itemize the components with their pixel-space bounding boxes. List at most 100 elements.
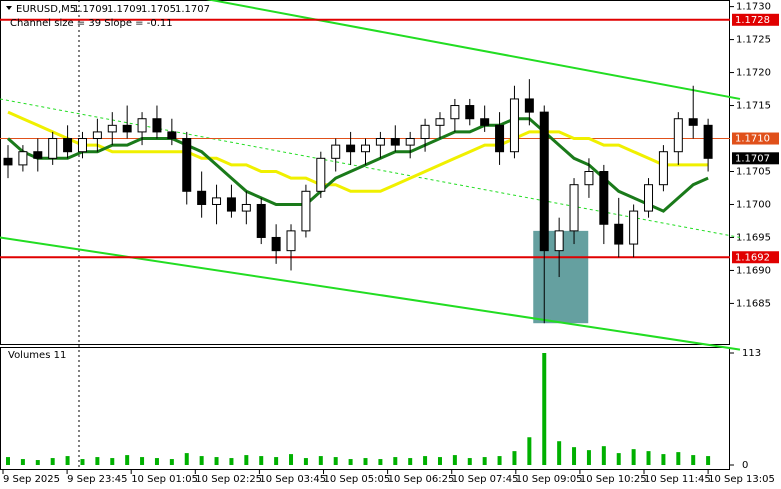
volume-bar <box>706 456 711 465</box>
candle-body <box>495 124 505 153</box>
volume-bar <box>393 457 398 465</box>
volume-bar <box>527 437 532 465</box>
menu-arrow <box>6 6 12 10</box>
header-value: 1.1705 <box>141 4 176 15</box>
volume-panel <box>0 347 730 470</box>
candle-body <box>137 118 147 133</box>
volume-bar <box>363 458 368 465</box>
candle-body <box>405 138 415 146</box>
trendline <box>205 0 741 100</box>
candle-body <box>77 138 87 153</box>
candle-body <box>539 111 549 252</box>
price-panel <box>0 0 730 345</box>
candle-body <box>301 190 311 232</box>
candle-body <box>524 98 534 113</box>
candle-body <box>346 144 356 153</box>
y-tick-label: 1.1690 <box>736 265 771 276</box>
volume-bar <box>616 453 621 465</box>
candle-body <box>450 105 460 120</box>
candle-body <box>599 171 609 225</box>
volume-bar <box>572 447 577 465</box>
x-tick-label: 10 Sep 02:25 <box>195 474 262 485</box>
x-tick-label: 9 Sep 23:45 <box>67 474 127 485</box>
volume-bar <box>125 455 130 465</box>
volume-bar <box>557 441 562 465</box>
x-tick-label: 10 Sep 10:25 <box>580 474 647 485</box>
x-tick-label: 10 Sep 06:25 <box>388 474 455 485</box>
volume-bar <box>512 451 517 465</box>
volume-bar <box>408 458 413 465</box>
candle-body <box>256 203 266 238</box>
level-label-bg <box>732 13 779 26</box>
candle-body <box>465 105 475 120</box>
candle-body <box>271 236 281 252</box>
candle-body <box>614 223 624 245</box>
candle-body <box>212 197 222 205</box>
x-tick-label: 9 Sep 2025 <box>3 474 60 485</box>
x-tick-label: 10 Sep 09:05 <box>516 474 583 485</box>
volume-bar <box>378 459 383 465</box>
volume-bar <box>95 457 100 465</box>
volume-tick-label: 0 <box>742 460 748 471</box>
volume-bar <box>80 459 85 465</box>
candle-body <box>33 151 43 159</box>
candle-body <box>554 230 564 252</box>
subtitle: Channel size = 39 Slope = -0.11 <box>10 18 173 29</box>
candle-body <box>18 151 28 166</box>
volume-bar <box>452 455 457 465</box>
header-value: 1.1707 <box>175 4 210 15</box>
candle-body <box>48 138 58 159</box>
chart-title: EURUSD,M5 <box>16 4 76 15</box>
level-label: 1.1728 <box>735 15 770 26</box>
candle-body <box>688 118 698 126</box>
y-tick-label: 1.1715 <box>736 101 771 112</box>
x-tick-label: 10 Sep 05:05 <box>324 474 391 485</box>
level-label: 1.1692 <box>735 252 770 263</box>
volume-bar <box>274 457 279 465</box>
volume-bar <box>140 457 145 465</box>
trendline <box>0 236 741 351</box>
candle-body <box>658 151 668 186</box>
candle-body <box>480 118 490 126</box>
volume-bar <box>50 458 55 465</box>
volume-bar <box>333 457 338 465</box>
candle-body <box>331 144 341 159</box>
level-label-bg <box>732 251 779 264</box>
volume-bar <box>631 449 636 465</box>
y-tick-label: 1.1720 <box>736 68 771 79</box>
header-value: 1.1709 <box>73 4 108 15</box>
candle-body <box>316 157 326 192</box>
candle-body <box>167 131 177 140</box>
volume-bar <box>6 457 10 465</box>
volume-bar <box>244 455 249 465</box>
volume-bar <box>35 460 40 465</box>
x-tick-label: 10 Sep 07:45 <box>452 474 519 485</box>
price-label-bg <box>732 152 779 165</box>
candle-body <box>629 210 639 245</box>
candle-body <box>435 118 445 126</box>
x-tick-label: 10 Sep 03:45 <box>259 474 326 485</box>
volume-tick-label: 113 <box>742 348 761 359</box>
volume-bar <box>423 456 428 465</box>
volume-bar <box>497 456 502 465</box>
x-tick-label: 10 Sep 11:45 <box>644 474 711 485</box>
candle-body <box>182 138 192 192</box>
candle-body <box>420 124 430 140</box>
candle-body <box>241 203 251 212</box>
candle-body <box>509 98 519 153</box>
y-tick-label: 1.1695 <box>736 232 771 243</box>
volume-bar <box>289 454 294 465</box>
candle-body <box>375 138 385 146</box>
volume-bar <box>214 457 219 465</box>
y-tick-label: 1.1685 <box>736 298 771 309</box>
y-tick-label: 1.1705 <box>736 167 771 178</box>
volume-bar <box>110 458 115 465</box>
volume-bar <box>65 456 70 465</box>
candle-body <box>226 197 236 212</box>
candle-body <box>390 138 400 146</box>
volume-bar <box>184 453 189 465</box>
x-tick-label: 10 Sep 01:05 <box>131 474 198 485</box>
level-label-bg <box>732 132 779 145</box>
